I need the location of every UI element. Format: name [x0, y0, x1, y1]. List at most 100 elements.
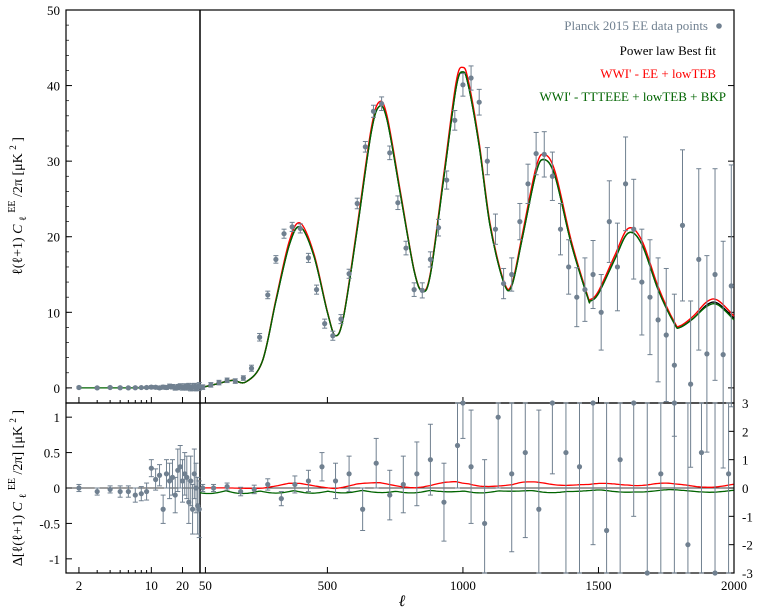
top-y-tick-label: 40 [47, 79, 60, 94]
bottom-right-tick-label: 0 [742, 481, 749, 496]
residual-point-high [698, 449, 705, 456]
residual-point-high [454, 442, 461, 449]
residual-point-low [196, 506, 202, 512]
residual-point-high [617, 457, 623, 463]
data-point-low [94, 385, 100, 391]
data-point-high [452, 117, 458, 123]
data-point-high [273, 256, 279, 263]
residual-point-high [685, 542, 691, 548]
data-point-high [484, 158, 490, 164]
residual-point-high [251, 486, 257, 493]
residual-point-low [125, 488, 131, 495]
data-point-high [362, 144, 368, 150]
residual-point-high [549, 400, 555, 406]
top-points [76, 65, 734, 469]
residual-point-low [184, 474, 190, 480]
data-point-high [557, 226, 564, 232]
top-ylabel-tail: /2π [μK [11, 153, 26, 197]
red-residual-curve [200, 480, 734, 490]
residual-point-high [332, 478, 339, 484]
residual-point-low [107, 486, 113, 493]
residual-point-high [387, 492, 393, 498]
data-point-high [460, 82, 466, 88]
data-point-high [712, 271, 718, 278]
bottom-y-tick-label: 0 [54, 481, 61, 496]
bottom-right-tick-label: -2 [742, 538, 753, 553]
x-tick-label: 1500 [585, 578, 611, 593]
red-model-curve [199, 66, 735, 389]
residual-point-low [117, 488, 123, 495]
residual-point-high [536, 506, 542, 512]
residual-point-low [166, 478, 173, 484]
residual-point-high [373, 460, 379, 466]
bottom-ylabel-sq: 2 [8, 418, 18, 423]
data-point-high [216, 379, 222, 386]
residual-point-high [224, 483, 230, 490]
bottom-y-tick-label: 1 [54, 410, 61, 425]
data-point-high [297, 225, 303, 232]
data-point-low [107, 384, 113, 391]
residual-point-high [644, 570, 650, 576]
data-point-high [305, 255, 312, 261]
top-ylabel-sup: EE [7, 200, 18, 212]
data-point-high [525, 181, 531, 187]
data-point-high [208, 382, 214, 388]
data-point-low [153, 384, 159, 390]
top-ylabel-sq: 2 [8, 145, 18, 150]
data-point-high [639, 279, 645, 285]
legend: Planck 2015 EE data points Power law Bes… [540, 18, 726, 104]
data-point-high [509, 271, 515, 278]
bottom-ylabel-c: C [11, 501, 26, 511]
bottom-ylabel-sup: EE [7, 478, 18, 490]
data-point-high [232, 378, 238, 384]
residual-point-low [143, 488, 150, 495]
data-point-high [346, 271, 352, 277]
residual-point-high [200, 485, 206, 491]
data-point-high [655, 317, 661, 323]
data-point-low [148, 384, 154, 390]
residual-point-low [148, 465, 154, 471]
residual-point-low [132, 492, 138, 498]
data-point-high [631, 226, 637, 232]
top-ylabel-close: ] [11, 137, 26, 142]
residual-point-low [189, 506, 196, 512]
top-y-ticks: 0 10 20 30 40 50 [47, 3, 734, 396]
residual-point-high [603, 527, 610, 534]
data-point-high [411, 287, 417, 293]
residual-point-low [76, 485, 82, 491]
residual-point-high [400, 481, 406, 488]
residual-point-low [138, 491, 144, 497]
data-point-high [704, 351, 710, 357]
data-point-high [322, 321, 328, 327]
data-point-high [549, 173, 555, 179]
data-point-low [125, 385, 131, 391]
data-point-high [403, 245, 409, 251]
residual-point-high [658, 471, 664, 477]
data-point-low [143, 384, 150, 391]
data-point-high [240, 375, 246, 381]
residual-point-high [278, 496, 284, 502]
data-point-high [663, 332, 669, 338]
residual-point-high [590, 400, 596, 406]
bottom-right-tick-label: 2 [742, 424, 749, 439]
residual-point-high [360, 506, 366, 512]
residual-point-high [441, 499, 447, 505]
data-point-high [500, 280, 507, 287]
residual-point-high [725, 471, 732, 477]
top-ylabel-c: C [11, 224, 26, 234]
legend-entry-green: WWI' - TTTEEE + lowTEB + BKP [540, 89, 726, 104]
data-point-high [598, 309, 604, 315]
x-ticks: 2 10 20 50 500 1000 1500 2000 [76, 397, 747, 593]
data-point-high [671, 362, 677, 368]
residual-point-high [495, 414, 501, 420]
data-point-high [582, 287, 588, 293]
x-tick-label: 2000 [721, 578, 747, 593]
data-point-high [379, 101, 385, 107]
residual-point-high [238, 488, 244, 495]
x-tick-label: 50 [199, 578, 212, 593]
data-point-high [614, 264, 621, 270]
residual-point-low [172, 492, 178, 498]
residual-point-high [522, 449, 528, 456]
residual-point-high [468, 464, 474, 470]
